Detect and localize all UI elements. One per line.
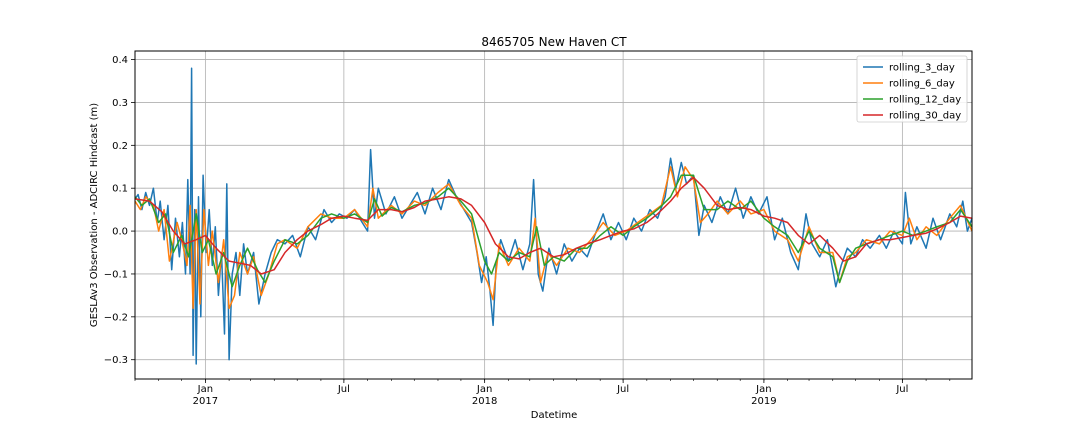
- legend-label: rolling_3_day: [889, 63, 955, 74]
- grid: [135, 51, 972, 379]
- y-tick-label: 0.4: [112, 55, 128, 66]
- legend-box: [856, 55, 968, 123]
- legend: rolling_3_day rolling_6_day rolling_12_day…: [856, 55, 968, 123]
- x-tick-label: Jul: [895, 384, 908, 395]
- y-axis-label: GESLAv3 Observation - ADCIRC Hindcast (m…: [89, 103, 100, 327]
- x-tick-label: Jan: [476, 384, 492, 395]
- y-tick-label: −0.1: [104, 269, 128, 280]
- x-tick-label: Jan: [197, 384, 213, 395]
- x-tick-label: Jul: [337, 384, 350, 395]
- series-line-rolling-12-day: [134, 174, 973, 288]
- plot-frame: [134, 50, 973, 380]
- chart-title: 8465705 New Haven CT: [481, 35, 627, 49]
- series-line-rolling-30-day: [134, 176, 973, 275]
- y-tick-label: 0.3: [112, 98, 128, 109]
- series-line-rolling-3-day: [134, 67, 973, 365]
- y-axis: −0.3 −0.2 −0.1 0.0 0.1 0.2 0.3 0.4: [104, 55, 135, 366]
- plot-series: [134, 67, 973, 365]
- x-axis-label: Datetime: [531, 410, 578, 421]
- y-tick-label: 0.2: [112, 141, 128, 152]
- y-tick-label: 0.0: [112, 227, 128, 238]
- y-tick-label: 0.1: [112, 184, 128, 195]
- y-tick-label: −0.3: [104, 355, 128, 366]
- legend-label: rolling_12_day: [889, 95, 961, 106]
- x-tick-year-label: 2018: [472, 396, 497, 407]
- x-tick-label: Jan: [755, 384, 771, 395]
- x-tick-label: Jul: [616, 384, 629, 395]
- x-tick-year-label: 2019: [751, 396, 776, 407]
- y-tick-label: −0.2: [104, 312, 128, 323]
- legend-label: rolling_6_day: [889, 79, 955, 90]
- legend-label: rolling_30_day: [889, 111, 961, 122]
- x-tick-year-label: 2017: [193, 396, 218, 407]
- series-line-rolling-6-day: [134, 166, 973, 310]
